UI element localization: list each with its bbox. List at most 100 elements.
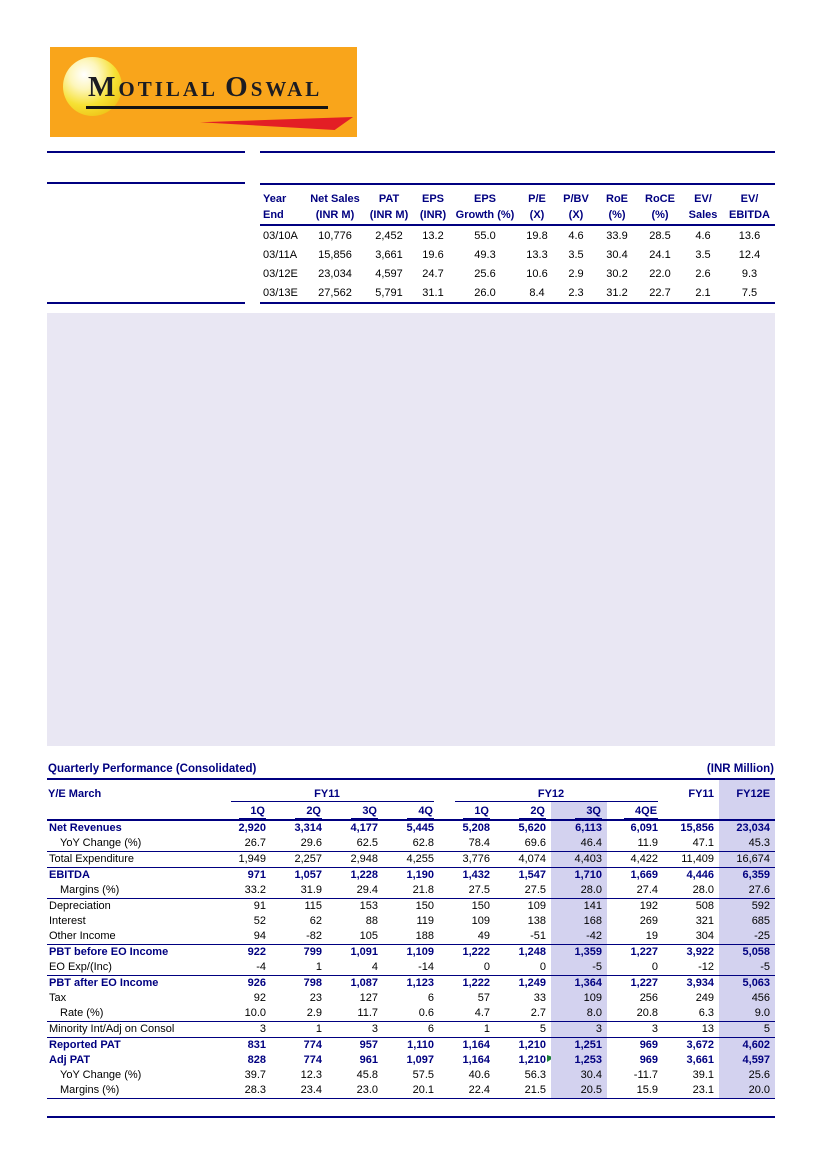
value-text: 28.0 [692,884,715,896]
comment-marker-icon [547,1055,554,1062]
value-text: 1,110 [407,1039,434,1051]
value-text: 29.6 [300,837,322,849]
value-text: 23 [309,992,322,1004]
value-cell: 1,123 [383,975,439,991]
value-cell: 971 [215,867,271,883]
summary-value-cell: 19.8 [526,229,548,242]
value-text: 249 [695,992,715,1004]
value-text: 3 [371,1023,378,1035]
value-text: -5 [760,961,771,973]
summary-value-cell: 9.3 [741,267,758,280]
value-text: 13 [701,1023,715,1035]
summary-value-cell: 55.0 [474,229,496,242]
value-text: 592 [751,900,771,912]
value-text: 33 [533,992,546,1004]
summary-value-cell: 49.3 [474,248,496,261]
value-text: 774 [303,1039,322,1051]
summary-col-header: PAT [378,193,400,205]
summary-col-header: EPS [421,193,444,205]
value-text: 62 [309,915,322,927]
value-text: 150 [471,900,490,912]
value-cell: 256 [607,991,663,1006]
value-text: 28.0 [580,884,602,896]
value-text: 188 [415,930,434,942]
value-cell: 109 [495,898,551,914]
fy11-group-header: FY11 [215,780,439,802]
value-cell: 2.7 [495,1006,551,1022]
value-cell: 0.6 [383,1006,439,1022]
quarter-header: 1Q [439,802,495,821]
value-text: 26.7 [244,837,266,849]
quarter-header-spacer [47,802,215,821]
value-text: 3,314 [294,822,322,834]
value-cell: -5 [719,960,776,976]
value-cell: -4 [215,960,271,976]
row-label: YoY Change (%) [60,837,142,849]
value-text: 1,222 [462,946,490,958]
quarter-label: 3Q [351,805,378,819]
summary-value-cell: 4,597 [375,267,403,280]
table-row: YoY Change (%) 39.7 12.3 45.8 57.5 40.6 56.3 30… [47,1068,776,1083]
value-cell: 28.3 [215,1083,271,1099]
value-cell: 774 [271,1037,327,1053]
value-cell: 1,210 [495,1053,554,1068]
summary-body: 03/10A 10,776 2,452 13.2 55.0 19.8 4.6 33.9 28.5… [260,225,775,303]
value-cell: 1,248 [495,944,551,960]
summary-col-header: EPS [473,193,496,205]
value-cell: 49 [439,929,495,945]
value-cell: 28.0 [551,883,607,899]
summary-value-cell: 2.6 [695,267,711,280]
value-cell: 5,063 [719,975,776,991]
value-cell: 1,164 [439,1037,495,1053]
value-cell: 3,922 [663,944,720,960]
summary-col-header: EV/ [740,193,759,205]
value-text: 5 [763,1023,771,1035]
value-text: 6,091 [630,822,659,834]
value-cell: 25.6 [719,1068,776,1083]
value-cell: 4,602 [719,1037,776,1053]
value-cell: 1 [271,1021,327,1038]
value-text: 57 [477,992,490,1004]
summary-col-header: EBITDA [724,205,775,226]
value-text: 78.4 [468,837,490,849]
value-text: 0 [651,961,659,973]
value-cell: 109 [439,914,495,929]
value-cell: 4,403 [551,851,607,868]
value-text: 1,123 [406,977,434,989]
value-cell: 969 [607,1037,664,1053]
value-text: 1 [483,1023,490,1035]
value-text: 20.0 [748,1084,771,1096]
summary-col-header: Growth (%) [452,205,518,226]
table-row: Interest 52 62 88 119 109 138 168 269 321 685 [47,914,776,929]
value-text: 192 [639,900,659,912]
value-cell: 4,177 [327,820,383,836]
value-cell: 828 [215,1053,271,1068]
summary-value-cell: 27,562 [318,286,352,299]
row-label: Depreciation [47,898,215,914]
value-cell: 47.1 [663,836,719,852]
value-text: 20.1 [412,1084,434,1096]
value-text: 109 [583,992,602,1004]
value-cell: 0 [495,960,551,976]
value-text: 12.3 [300,1069,322,1081]
value-text: 1,097 [406,1054,434,1066]
value-text: 33.2 [244,884,266,896]
value-cell: 115 [271,898,327,914]
value-text: 957 [359,1039,378,1051]
value-text: 94 [253,930,266,942]
value-cell: 40.6 [439,1068,495,1083]
value-text: 2.7 [530,1007,546,1019]
value-cell: 1,359 [551,944,607,960]
value-cell: 45.8 [327,1068,383,1083]
value-text: -11.7 [633,1069,659,1081]
year-end-cell: 03/13E [263,286,298,299]
value-text: 150 [415,900,434,912]
value-text: 798 [303,977,322,989]
value-cell: 29.6 [271,836,327,852]
value-text: 1 [315,1023,322,1035]
value-text: 1 [315,961,322,973]
table-row: PBT after EO Income 926 798 1,087 1,123 1,222… [47,975,776,991]
value-text: -25 [754,930,771,942]
summary-value-cell: 2.3 [568,286,584,299]
value-cell: -11.7 [607,1068,663,1083]
